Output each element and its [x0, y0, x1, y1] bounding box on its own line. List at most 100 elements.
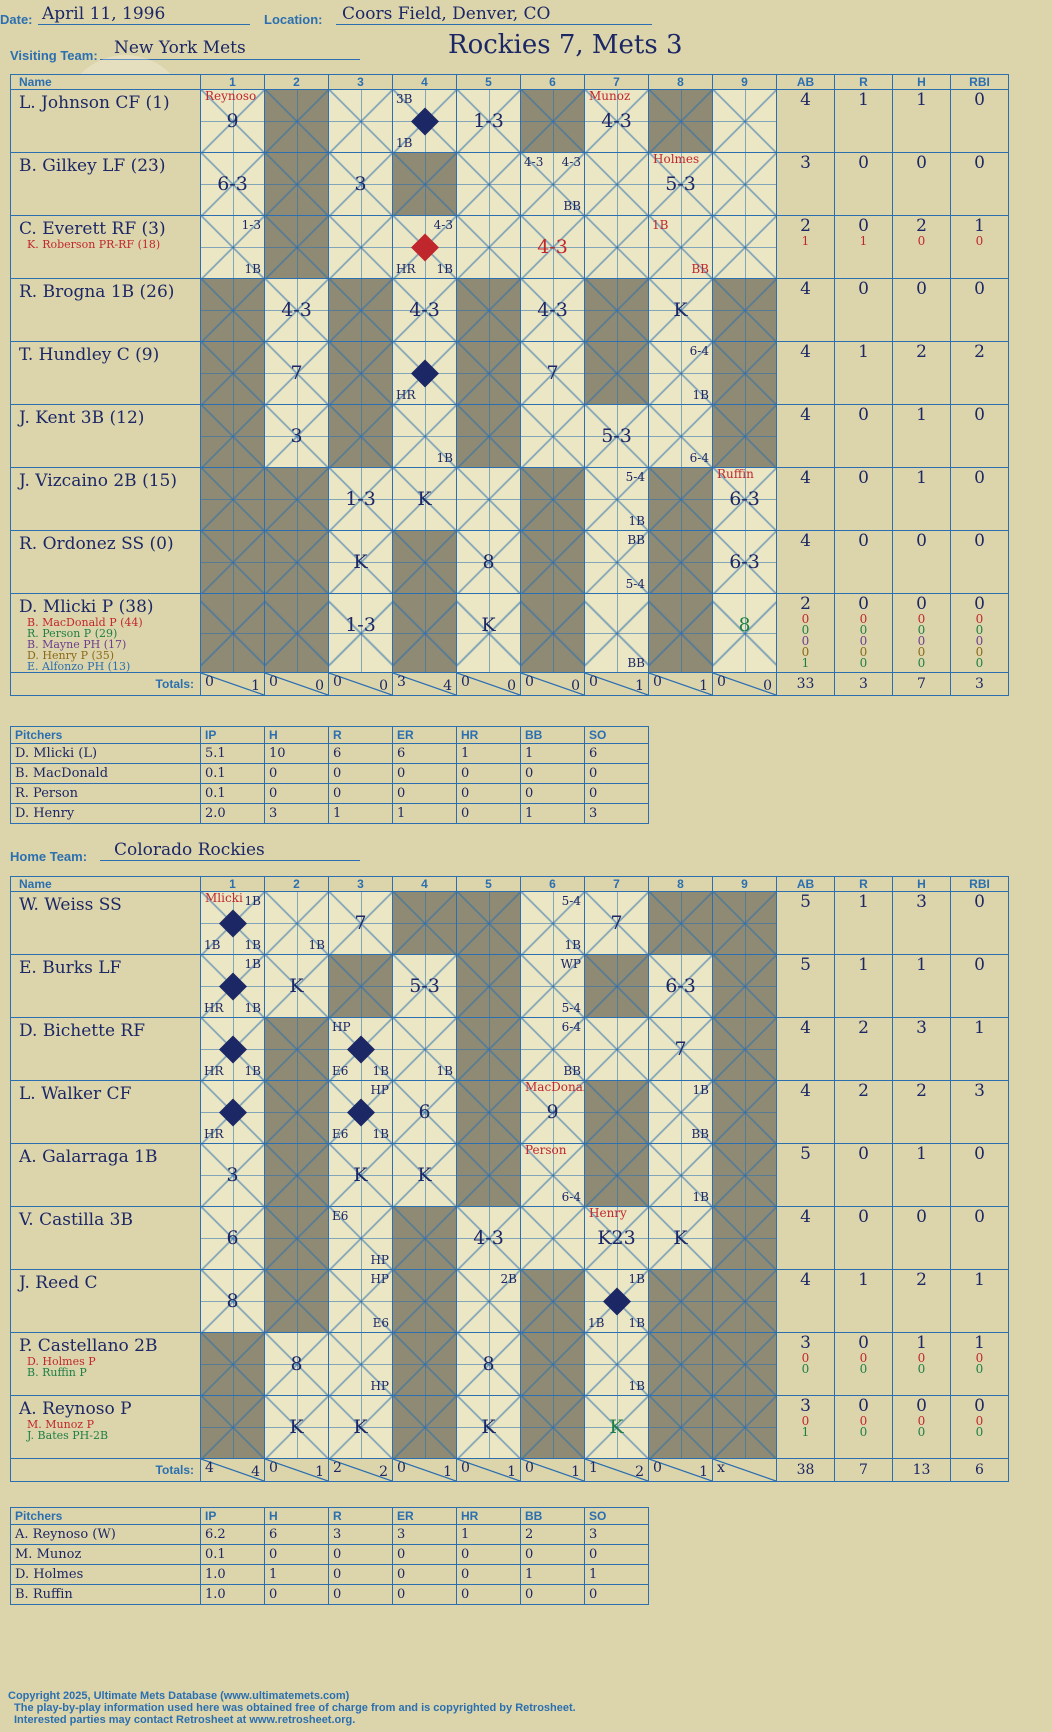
- stat-cell: 5: [776, 1143, 835, 1207]
- totals-label-text: Totals:: [155, 1463, 194, 1477]
- sub-stat: 0: [859, 623, 868, 637]
- sub-stat: 0: [859, 1351, 868, 1365]
- play-result: 8: [738, 613, 751, 636]
- batter-row: B. Gilkey LF (23) 6-3 3 4-3 4-3 BB Holmes 5-3 3 0…: [10, 152, 1009, 216]
- inning-total: x: [712, 1458, 777, 1482]
- inning-cell: [712, 1143, 777, 1207]
- play-result: 6-3: [217, 172, 248, 195]
- base-note: 4-3: [561, 155, 581, 169]
- scored-diamond-shape: [219, 1098, 247, 1127]
- inning-runs: 0: [525, 1460, 534, 1476]
- inning-cell: [648, 89, 713, 153]
- grid-line: [488, 1144, 490, 1206]
- substitute-name: D. Henry P (35): [27, 649, 115, 662]
- pitching-header: SO: [584, 1507, 649, 1525]
- stat-h: 1: [916, 90, 927, 111]
- batter-row: A. Galarraga 1B 3 K K Person 6-4 1B 5 0 1 0: [10, 1143, 1009, 1207]
- inning-cell: [648, 1332, 713, 1396]
- pitching-stat: 0: [392, 763, 457, 784]
- inning-cell: [520, 1206, 585, 1270]
- grid-line: [488, 90, 490, 152]
- play-result: 5-3: [409, 974, 440, 997]
- stat-r: 1: [858, 342, 869, 363]
- inning-cell: 1-3: [456, 89, 521, 153]
- visiting-underline: [100, 59, 360, 60]
- inning-cell: K: [648, 278, 713, 342]
- stat-h: 3: [916, 892, 927, 913]
- inning-cell: [456, 278, 521, 342]
- inning-cell: [712, 215, 777, 279]
- inning-header: 4: [392, 876, 457, 892]
- visiting-team-name: New York Mets: [114, 38, 246, 58]
- grid-line: [552, 892, 554, 954]
- stat-rbi: 0: [974, 1396, 985, 1417]
- inning-cell: [200, 467, 265, 531]
- play-result: 5-3: [601, 424, 632, 447]
- stat-rbi: 0: [974, 1207, 985, 1228]
- stat-cell: 0: [950, 467, 1009, 531]
- inning-cell: [712, 1080, 777, 1144]
- grid-line: [424, 1207, 426, 1269]
- stat-r: 1: [858, 955, 869, 976]
- scored-diamond: [603, 1287, 631, 1316]
- stat-rbi: 0: [974, 90, 985, 111]
- inning-cell: [200, 341, 265, 405]
- pitching-stat: 1: [456, 743, 521, 764]
- inning-cell: [392, 891, 457, 955]
- scored-diamond-shape: [347, 1098, 375, 1127]
- sub-stat: 0: [859, 645, 868, 659]
- inning-cell: [392, 1269, 457, 1333]
- inning-cell: HP E6 1B: [328, 1080, 393, 1144]
- base-note: HR: [396, 388, 416, 402]
- inning-cell: [328, 404, 393, 468]
- footer-line: Interested parties may contact Retroshee…: [14, 1714, 356, 1726]
- batter-row: A. Reynoso P M. Munoz P J. Bates PH-2B K K K K…: [10, 1395, 1009, 1459]
- stat-cell: 1: [892, 1143, 951, 1207]
- inning-runs: 2: [333, 1460, 342, 1476]
- play-result: 7: [546, 361, 559, 384]
- stat-rbi: 0: [974, 279, 985, 300]
- grid-line: [296, 1396, 298, 1458]
- sub-stat: 0: [975, 1351, 984, 1365]
- sub-stat: 0: [801, 634, 810, 648]
- inning-cell: Mlicki 1B 1B 1B: [200, 891, 265, 955]
- pitching-stat: 1: [392, 803, 457, 824]
- inning-cell: K: [456, 593, 521, 673]
- stat-h: 1: [916, 1333, 927, 1354]
- batter-row: P. Castellano 2B D. Holmes P B. Ruffin P 8 H…: [10, 1332, 1009, 1396]
- batter-row: J. Reed C 8 HP E6 2B 1B 1B 1B 4 1 2 1: [10, 1269, 1009, 1333]
- grid-line: [296, 90, 298, 152]
- stat-header: AB: [776, 876, 835, 892]
- stat-ab: 5: [800, 955, 811, 976]
- pitching-change-note: Henry: [589, 1206, 627, 1221]
- inning-cell: 1B 1B 1B: [584, 1269, 649, 1333]
- base-note: E6: [332, 1209, 349, 1223]
- stat-r: 0: [858, 153, 869, 174]
- stat-r: 0: [858, 216, 869, 237]
- scored-diamond-shape: [411, 107, 439, 136]
- grid-line: [744, 279, 746, 341]
- play-result: 8: [290, 1352, 303, 1375]
- inning-cell: 3: [264, 404, 329, 468]
- stat-ab: 4: [800, 531, 811, 552]
- inning-cell: 4-3 HR 1B: [392, 215, 457, 279]
- stat-total: 3: [950, 672, 1009, 696]
- inning-cell: [712, 1332, 777, 1396]
- grid-line: [616, 1144, 618, 1206]
- scored-diamond-shape: [411, 233, 439, 262]
- inning-cell: [456, 891, 521, 955]
- grid-line: [744, 153, 746, 215]
- inning-runs: 0: [653, 674, 662, 690]
- batter-row: T. Hundley C (9) 7 HR 7 6-4 1B 4 1 2 2: [10, 341, 1009, 405]
- header-row: Name 1 2 3 4 5 6 7 8 9 AB R H RBI: [10, 74, 1009, 90]
- pitching-stat: 1: [456, 1524, 521, 1545]
- pitching-stat: 1: [520, 743, 585, 764]
- inning-header: 6: [520, 876, 585, 892]
- stat-ab: 4: [800, 342, 811, 363]
- stat-cell: 5: [776, 954, 835, 1018]
